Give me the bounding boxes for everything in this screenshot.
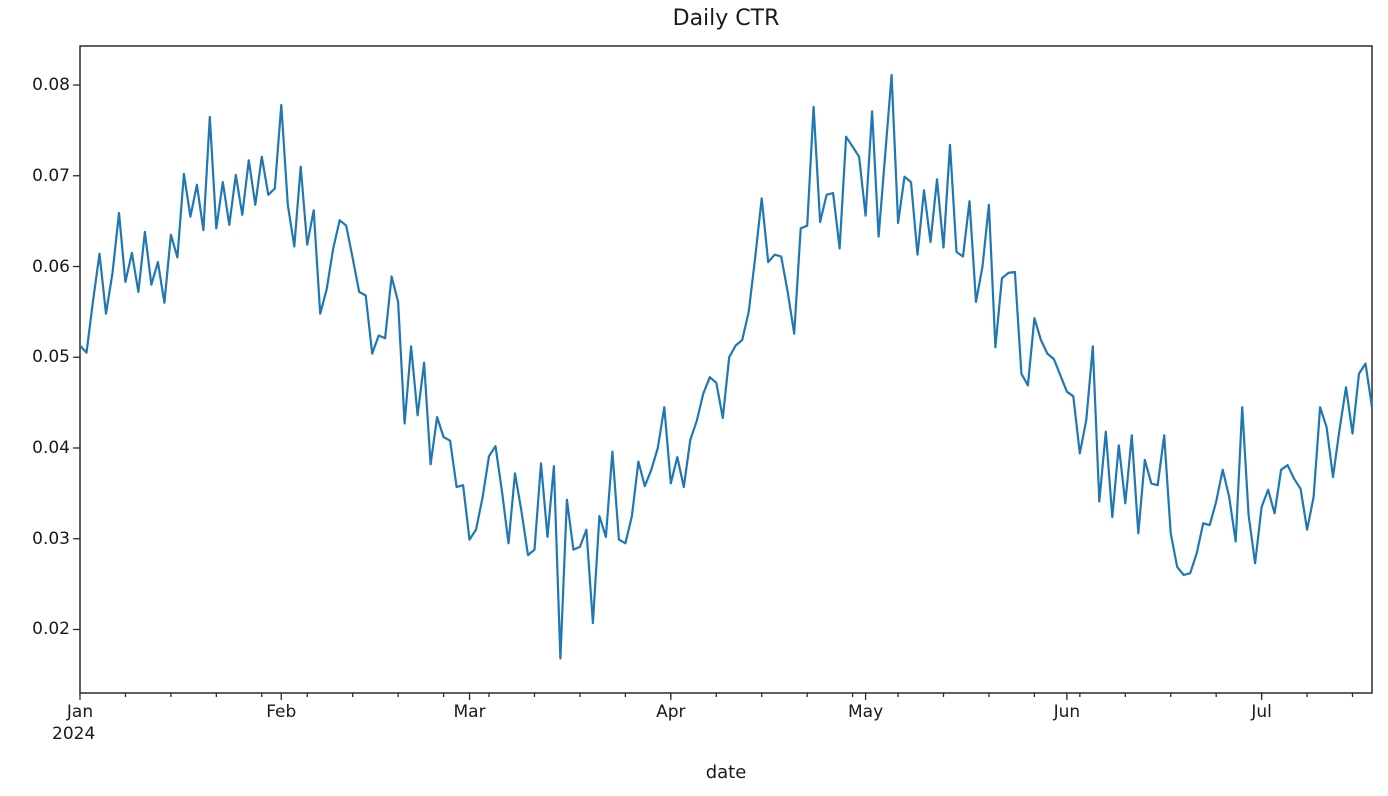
x-tick-label: Jan [66,702,94,722]
x-tick-label: May [848,702,884,722]
y-tick-label: 0.04 [32,437,70,458]
plot-border [79,45,1373,694]
y-tick-label: 0.03 [32,528,70,549]
y-tick-label: 0.08 [32,75,70,96]
x-tick-label: Jun [1053,702,1081,722]
tick-marks [73,84,1354,700]
chart-title: Daily CTR [672,6,780,31]
x-tick-label: Jul [1251,702,1272,722]
x-tick-year-sublabel: 2024 [52,724,96,744]
y-tick-label: 0.06 [32,256,70,277]
y-tick-label: 0.05 [32,347,70,368]
y-tick-label: 0.07 [32,165,70,186]
x-tick-label: Feb [266,702,297,722]
y-tick-label: 0.02 [32,619,70,640]
x-tick-label: Apr [656,702,686,722]
x-axis-label: date [705,762,747,783]
x-tick-label: Mar [453,702,486,722]
ctr-series-line [78,73,1374,660]
